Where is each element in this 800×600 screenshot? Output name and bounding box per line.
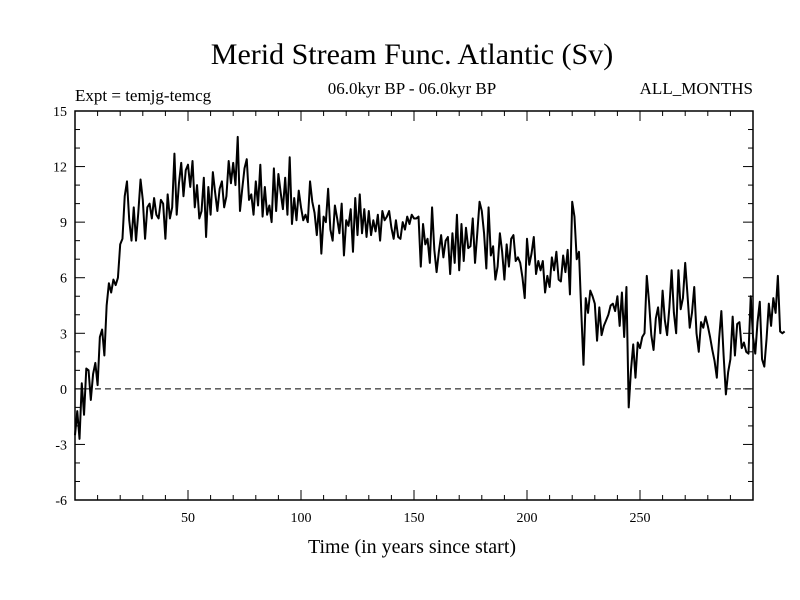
y-tick-label: 12: [53, 161, 67, 176]
series-group: [74, 135, 786, 440]
months-label: ALL_MONTHS: [640, 79, 753, 98]
axis-tick-labels: 50 100 150 200 250 -6 -3 0 3 6 9 12 15: [53, 105, 651, 526]
y-tick-label: -3: [55, 438, 67, 453]
x-tick-label: 250: [630, 511, 651, 526]
plot-frame: [74, 110, 754, 501]
x-tick-label: 100: [291, 511, 312, 526]
x-tick-label: 50: [181, 511, 195, 526]
y-tick-label: 0: [60, 383, 67, 398]
y-tick-label: 6: [60, 272, 67, 287]
series-line: [74, 135, 786, 440]
y-tick-label: 9: [60, 216, 67, 231]
y-tick-label: 15: [53, 105, 67, 120]
x-tick-label: 200: [517, 511, 538, 526]
x-tick-label: 150: [404, 511, 425, 526]
y-tick-label: 3: [60, 327, 67, 342]
x-axis-label: Time (in years since start): [308, 536, 516, 558]
period-label: 06.0kyr BP - 06.0kyr BP: [328, 79, 496, 98]
chart-title: Merid Stream Func. Atlantic (Sv): [211, 38, 613, 71]
y-tick-label: -6: [55, 494, 67, 509]
experiment-label: Expt = temjg-temcg: [75, 86, 212, 105]
